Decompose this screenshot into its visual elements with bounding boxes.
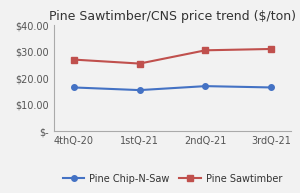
Title: Pine Sawtimber/CNS price trend ($/ton): Pine Sawtimber/CNS price trend ($/ton) xyxy=(49,9,296,23)
Pine Sawtimber xyxy=(138,62,141,65)
Pine Chip-N-Saw xyxy=(269,86,273,89)
Line: Pine Chip-N-Saw: Pine Chip-N-Saw xyxy=(71,83,274,93)
Pine Sawtimber xyxy=(72,58,76,61)
Pine Sawtimber xyxy=(204,49,207,52)
Pine Chip-N-Saw xyxy=(204,85,207,87)
Legend: Pine Chip-N-Saw, Pine Sawtimber: Pine Chip-N-Saw, Pine Sawtimber xyxy=(59,170,286,188)
Pine Sawtimber xyxy=(269,48,273,50)
Pine Chip-N-Saw xyxy=(138,89,141,91)
Line: Pine Sawtimber: Pine Sawtimber xyxy=(71,46,274,66)
Pine Chip-N-Saw xyxy=(72,86,76,89)
